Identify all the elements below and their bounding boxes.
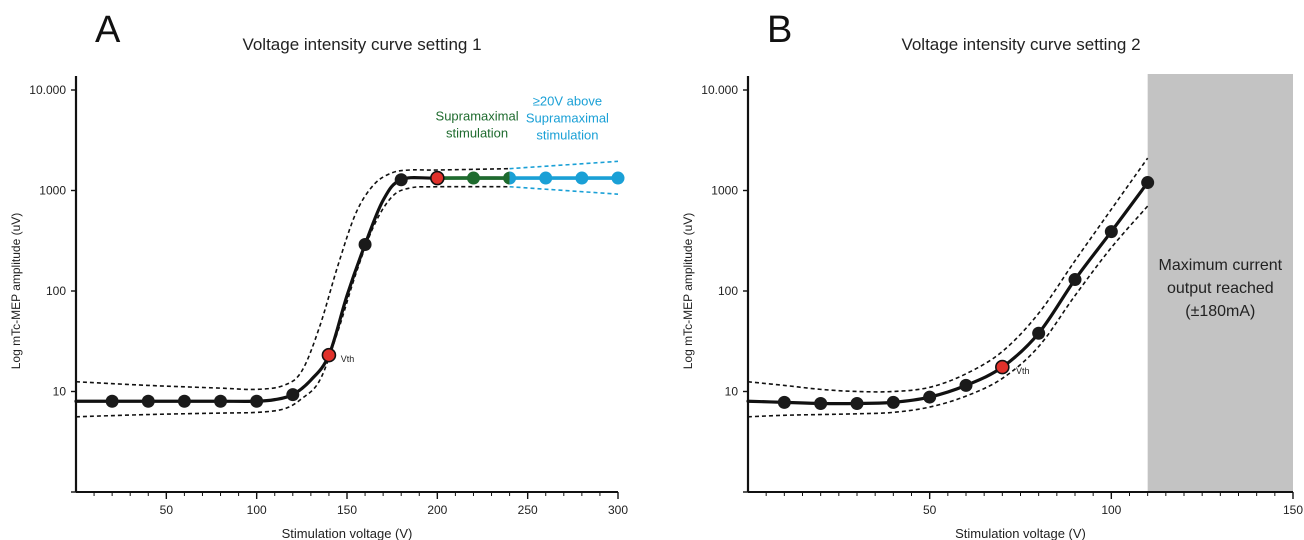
data-point bbox=[141, 394, 155, 408]
supramaximal-label-line: stimulation bbox=[446, 125, 508, 140]
data-point bbox=[466, 171, 480, 185]
chart-title: Voltage intensity curve setting 1 bbox=[242, 35, 481, 54]
y-tick-label: 1000 bbox=[711, 184, 738, 198]
upper-confidence-band bbox=[75, 167, 510, 391]
data-point-right-half bbox=[509, 171, 517, 185]
x-axis-label: Stimulation voltage (V) bbox=[282, 526, 413, 540]
data-point bbox=[358, 238, 372, 252]
data-point bbox=[777, 395, 791, 409]
chart-panel-b: Maximum current output reached (±180mA) B Vo… bbox=[681, 9, 1303, 540]
max-output-region bbox=[1147, 74, 1293, 492]
chart-panel-a: A Voltage intensity curve setting 1 10 100 1… bbox=[9, 9, 628, 540]
y-tick-label: 1000 bbox=[39, 184, 66, 198]
y-tick-label: 100 bbox=[46, 284, 66, 298]
above-label-line: stimulation bbox=[536, 128, 598, 143]
y-tick-label: 10.000 bbox=[701, 83, 738, 97]
data-point bbox=[394, 173, 408, 187]
upper-confidence-band-above bbox=[509, 160, 619, 170]
data-point bbox=[430, 170, 445, 186]
x-tick-label: 100 bbox=[1101, 503, 1121, 517]
x-tick-label: 150 bbox=[337, 503, 357, 517]
data-point bbox=[177, 394, 191, 408]
data-point bbox=[105, 394, 119, 408]
data-point bbox=[539, 171, 553, 185]
panel-letter: B bbox=[767, 9, 792, 51]
x-tick-label: 100 bbox=[247, 503, 267, 517]
data-point bbox=[886, 395, 900, 409]
y-axis-label: Log mTc-MEP amplitude (uV) bbox=[9, 213, 23, 370]
x-axis-label: Stimulation voltage (V) bbox=[955, 526, 1086, 540]
data-point bbox=[959, 378, 973, 392]
data-point bbox=[814, 396, 828, 410]
lower-confidence-band bbox=[747, 205, 1149, 418]
data-point bbox=[1068, 273, 1082, 287]
data-point bbox=[1032, 326, 1046, 340]
upper-confidence-band bbox=[747, 157, 1149, 393]
panel-letter: A bbox=[95, 9, 121, 51]
chart-title: Voltage intensity curve setting 2 bbox=[901, 35, 1140, 54]
lower-confidence-band-above bbox=[509, 185, 619, 195]
data-point-left-half bbox=[503, 171, 510, 185]
y-tick-label: 10 bbox=[53, 385, 67, 399]
max-output-label-line: Maximum current bbox=[1159, 257, 1283, 274]
lower-confidence-band bbox=[75, 185, 510, 418]
data-point bbox=[286, 388, 300, 402]
data-point bbox=[503, 171, 517, 185]
data-point bbox=[850, 396, 864, 410]
data-point bbox=[995, 359, 1010, 375]
max-output-label-line: output reached bbox=[1167, 280, 1274, 297]
max-output-label-line: (±180mA) bbox=[1185, 303, 1255, 320]
vth-label: Vth bbox=[341, 354, 355, 364]
y-tick-label: 10 bbox=[725, 385, 739, 399]
supramaximal-label-line: Supramaximal bbox=[436, 108, 519, 123]
data-point bbox=[611, 171, 625, 185]
fitted-curve bbox=[74, 176, 512, 403]
y-tick-label: 100 bbox=[718, 284, 738, 298]
data-point bbox=[1104, 225, 1118, 239]
data-point bbox=[321, 347, 337, 363]
x-tick-label: 300 bbox=[608, 503, 628, 517]
x-tick-label: 150 bbox=[1283, 503, 1303, 517]
above-label-line: Supramaximal bbox=[526, 111, 609, 126]
x-tick-label: 50 bbox=[923, 503, 937, 517]
data-point bbox=[250, 394, 264, 408]
fitted-curve bbox=[746, 180, 1150, 406]
data-point bbox=[575, 171, 589, 185]
x-tick-label: 50 bbox=[160, 503, 174, 517]
y-axis-label: Log mTc-MEP amplitude (uV) bbox=[681, 213, 695, 370]
x-tick-label: 250 bbox=[518, 503, 538, 517]
data-point bbox=[1141, 176, 1155, 190]
x-tick-label: 200 bbox=[427, 503, 447, 517]
y-tick-label: 10.000 bbox=[29, 83, 66, 97]
data-point bbox=[214, 394, 228, 408]
above-label-line: ≥20V above bbox=[533, 94, 602, 109]
data-point bbox=[923, 390, 937, 404]
vth-label: Vth bbox=[1016, 366, 1030, 376]
